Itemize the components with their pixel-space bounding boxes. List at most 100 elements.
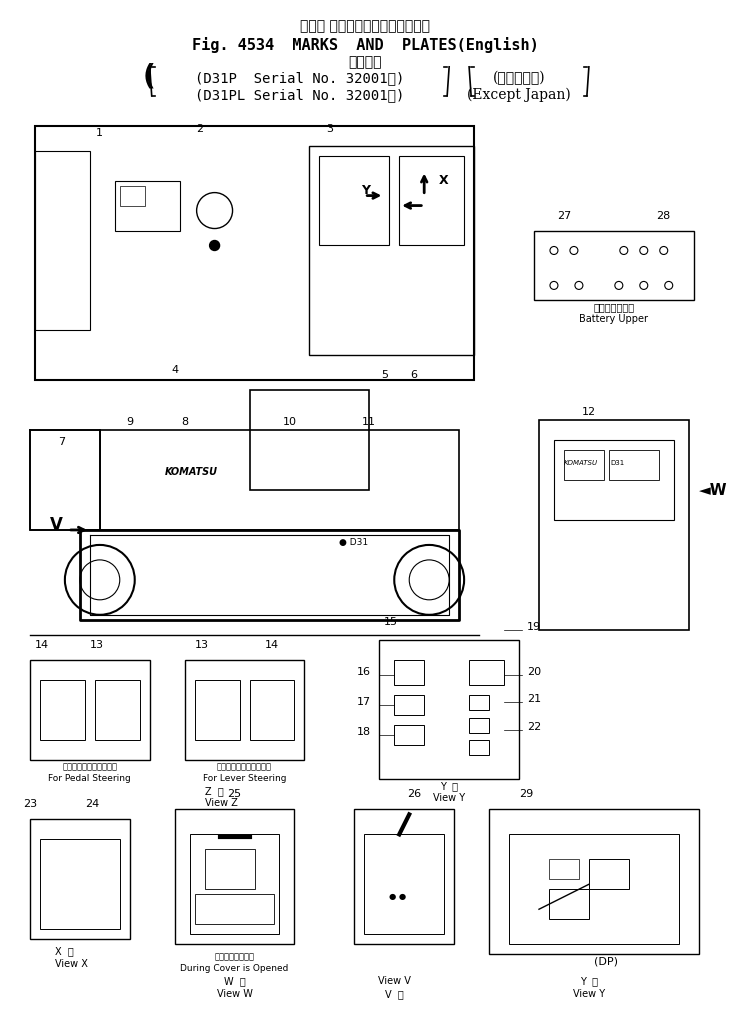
Bar: [469, 739, 489, 754]
Bar: [354, 809, 454, 944]
Text: (D31P  Serial No. 32001～): (D31P Serial No. 32001～): [195, 71, 404, 85]
Text: 23: 23: [23, 799, 37, 809]
Bar: [309, 146, 474, 355]
Text: 4: 4: [171, 365, 178, 375]
Bar: [185, 660, 304, 759]
Text: ● D31: ● D31: [339, 538, 369, 547]
Text: View Y: View Y: [572, 989, 605, 999]
Text: D31: D31: [611, 460, 625, 466]
Bar: [195, 679, 240, 739]
Bar: [554, 440, 674, 520]
Text: 29: 29: [519, 790, 534, 799]
Bar: [379, 640, 519, 780]
Text: 22: 22: [527, 722, 541, 731]
Text: 7: 7: [59, 437, 65, 447]
Text: View W: View W: [217, 989, 252, 999]
Bar: [249, 679, 295, 739]
Text: (DP): (DP): [594, 956, 618, 966]
Text: 10: 10: [282, 417, 296, 427]
Text: バッテリー上部: バッテリー上部: [593, 302, 634, 312]
Bar: [364, 835, 444, 934]
Text: 14: 14: [35, 640, 49, 650]
Text: レバーステアリング専用: レバーステアリング専用: [217, 763, 272, 772]
Text: For Pedal Steering: For Pedal Steering: [48, 775, 131, 784]
Bar: [35, 151, 90, 331]
Text: 24: 24: [85, 799, 99, 809]
Bar: [100, 430, 459, 530]
Text: X  視: X 視: [55, 946, 73, 956]
Text: 18: 18: [357, 727, 372, 736]
Text: View V: View V: [377, 976, 410, 986]
Text: V  視: V 視: [385, 989, 404, 999]
Bar: [589, 859, 629, 889]
Bar: [30, 660, 150, 759]
Bar: [95, 679, 140, 739]
Bar: [195, 894, 274, 924]
Text: 13: 13: [195, 640, 209, 650]
Bar: [205, 850, 254, 889]
Text: (: (: [144, 63, 155, 91]
Text: 5: 5: [380, 370, 388, 380]
Text: 17: 17: [357, 697, 372, 707]
Text: Y: Y: [361, 184, 370, 197]
Bar: [30, 819, 130, 939]
Bar: [174, 809, 295, 944]
Bar: [40, 679, 85, 739]
Text: W  視: W 視: [224, 976, 246, 986]
Text: During Cover is Opened: During Cover is Opened: [180, 964, 289, 973]
Text: 2: 2: [196, 124, 203, 134]
Text: Z  視: Z 視: [205, 787, 224, 796]
Bar: [539, 420, 689, 630]
Text: 12: 12: [582, 408, 596, 417]
Bar: [469, 695, 489, 710]
Text: 15: 15: [384, 617, 398, 627]
Bar: [489, 809, 699, 954]
Bar: [469, 718, 489, 732]
Text: View X: View X: [55, 959, 88, 969]
Text: (: (: [142, 63, 153, 91]
Text: Fig. 4534  MARKS  AND  PLATES(English): Fig. 4534 MARKS AND PLATES(English): [192, 37, 539, 53]
Text: Y  視: Y 視: [440, 782, 458, 792]
Text: 6: 6: [410, 370, 418, 380]
Bar: [394, 695, 424, 715]
Text: ● ●: ● ●: [389, 892, 406, 901]
Text: 3: 3: [326, 124, 333, 134]
Bar: [35, 126, 474, 380]
Bar: [394, 660, 424, 684]
Text: 21: 21: [527, 694, 541, 704]
Text: Y  視: Y 視: [580, 976, 598, 986]
Bar: [549, 859, 579, 879]
Bar: [119, 186, 144, 206]
Bar: [609, 450, 659, 480]
Text: View Y: View Y: [433, 793, 465, 803]
Text: 27: 27: [557, 211, 571, 221]
Bar: [115, 180, 180, 230]
Text: 11: 11: [362, 417, 376, 427]
Polygon shape: [30, 430, 100, 530]
Text: 28: 28: [657, 211, 671, 221]
Bar: [469, 660, 504, 684]
Bar: [40, 840, 119, 929]
Text: 16: 16: [357, 666, 372, 676]
Text: 8: 8: [181, 417, 188, 427]
Text: View Z: View Z: [205, 798, 237, 808]
Bar: [320, 156, 389, 245]
Text: 25: 25: [227, 790, 242, 799]
Text: For Lever Steering: For Lever Steering: [203, 775, 287, 784]
Text: (Except Japan): (Except Japan): [467, 88, 571, 102]
Text: KOMATSU: KOMATSU: [165, 467, 218, 477]
Bar: [534, 230, 693, 300]
Bar: [399, 156, 464, 245]
Bar: [249, 390, 369, 490]
Bar: [564, 450, 604, 480]
Text: マーク およびプレート（英　語）: マーク およびプレート（英 語）: [301, 19, 430, 32]
Text: ペダルステアリング専用: ペダルステアリング専用: [62, 763, 117, 772]
Circle shape: [210, 240, 220, 250]
Text: 9: 9: [126, 417, 133, 427]
Text: X: X: [439, 173, 449, 187]
Bar: [549, 889, 589, 920]
Text: KOMATSU: KOMATSU: [564, 460, 598, 466]
Text: (海　外　向): (海 外 向): [493, 71, 545, 85]
Text: 適用号機: 適用号機: [349, 55, 382, 69]
Text: (D31PL Serial No. 32001～): (D31PL Serial No. 32001～): [195, 88, 404, 101]
